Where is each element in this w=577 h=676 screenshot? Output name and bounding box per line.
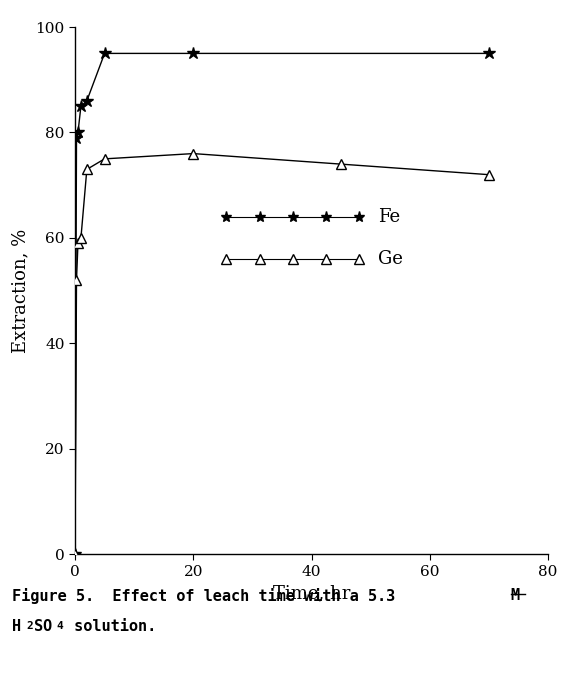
Text: Ge: Ge xyxy=(378,250,403,268)
X-axis label: Time, hr: Time, hr xyxy=(273,584,350,602)
Text: solution.: solution. xyxy=(65,619,156,633)
Text: 2: 2 xyxy=(27,621,33,631)
Text: H: H xyxy=(12,619,21,633)
Text: M: M xyxy=(511,588,520,603)
Text: 4: 4 xyxy=(57,621,63,631)
Y-axis label: Extraction, %: Extraction, % xyxy=(12,228,30,353)
Text: Fe: Fe xyxy=(378,208,400,226)
Text: SO: SO xyxy=(34,619,53,633)
Text: Figure 5.  Effect of leach time with a 5.3: Figure 5. Effect of leach time with a 5.… xyxy=(12,588,395,604)
